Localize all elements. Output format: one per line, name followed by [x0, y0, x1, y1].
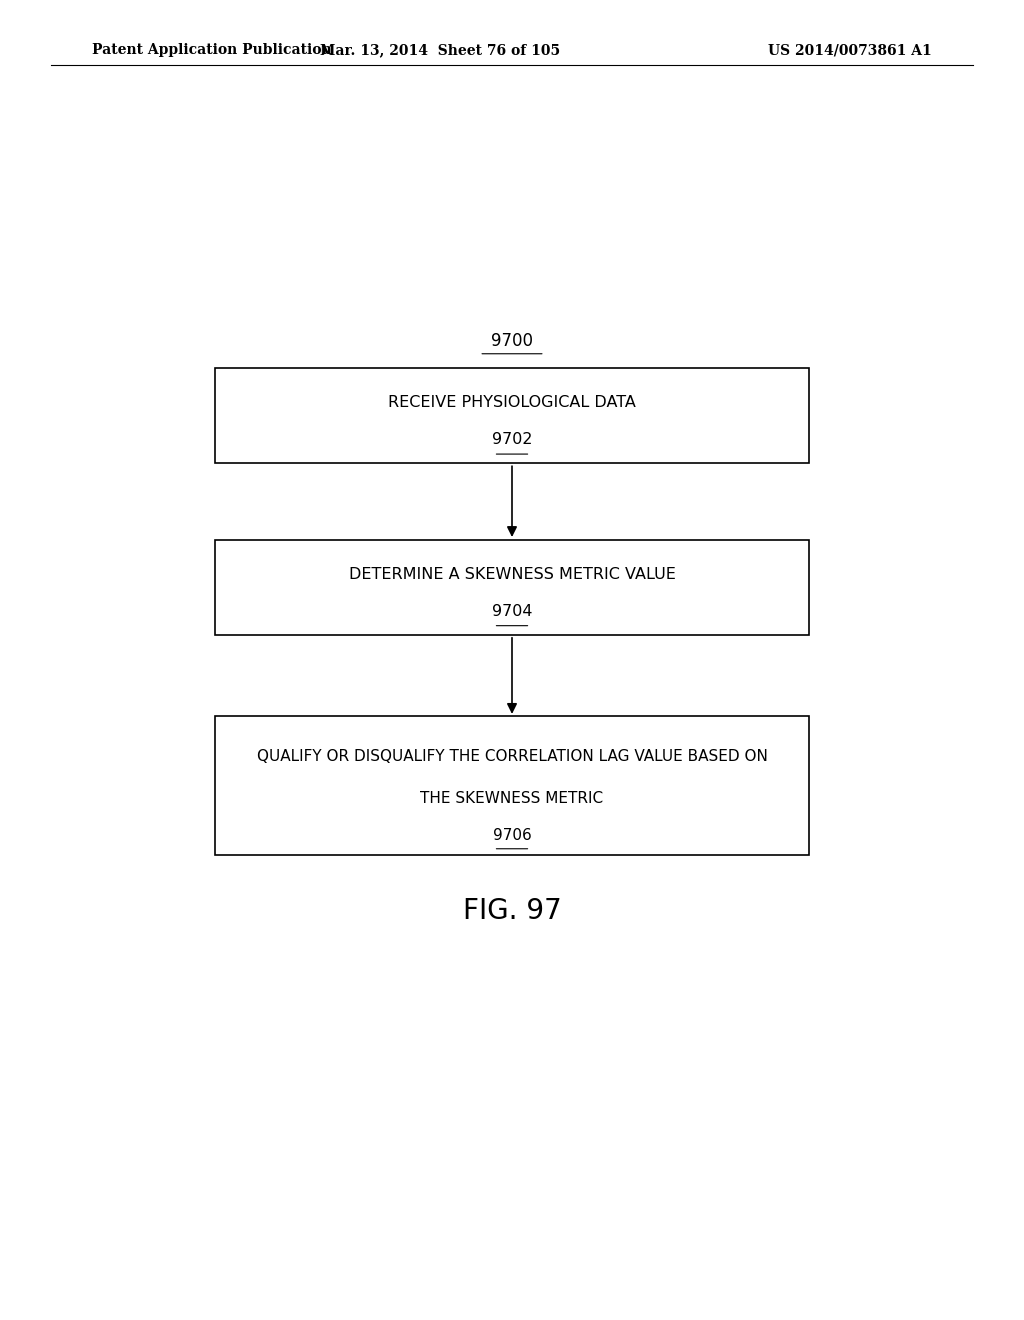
- FancyBboxPatch shape: [215, 368, 809, 463]
- FancyBboxPatch shape: [215, 715, 809, 855]
- Text: RECEIVE PHYSIOLOGICAL DATA: RECEIVE PHYSIOLOGICAL DATA: [388, 395, 636, 411]
- Text: THE SKEWNESS METRIC: THE SKEWNESS METRIC: [421, 791, 603, 807]
- Text: 9706: 9706: [493, 828, 531, 843]
- Text: 9702: 9702: [492, 432, 532, 447]
- Text: DETERMINE A SKEWNESS METRIC VALUE: DETERMINE A SKEWNESS METRIC VALUE: [348, 566, 676, 582]
- Text: 9700: 9700: [490, 331, 534, 350]
- Text: 9704: 9704: [492, 603, 532, 619]
- FancyBboxPatch shape: [215, 540, 809, 635]
- Text: QUALIFY OR DISQUALIFY THE CORRELATION LAG VALUE BASED ON: QUALIFY OR DISQUALIFY THE CORRELATION LA…: [257, 748, 767, 764]
- Text: Mar. 13, 2014  Sheet 76 of 105: Mar. 13, 2014 Sheet 76 of 105: [321, 44, 560, 57]
- Text: FIG. 97: FIG. 97: [463, 896, 561, 925]
- Text: Patent Application Publication: Patent Application Publication: [92, 44, 332, 57]
- Text: US 2014/0073861 A1: US 2014/0073861 A1: [768, 44, 932, 57]
